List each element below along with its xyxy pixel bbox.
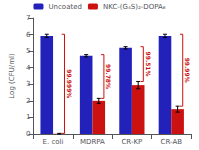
svg-text:6: 6 bbox=[26, 31, 31, 39]
svg-text:3: 3 bbox=[26, 80, 30, 88]
svg-text:99.78%: 99.78% bbox=[105, 64, 112, 89]
svg-text:CR-KP: CR-KP bbox=[121, 138, 142, 146]
svg-text:NKC-(G₄S)₂-DOPA₆: NKC-(G₄S)₂-DOPA₆ bbox=[103, 3, 166, 11]
svg-text:1: 1 bbox=[26, 113, 30, 121]
svg-text:99.51%: 99.51% bbox=[145, 52, 152, 77]
svg-text:Uncoated: Uncoated bbox=[48, 3, 81, 11]
svg-text:4: 4 bbox=[26, 64, 31, 72]
svg-text:MDRPA: MDRPA bbox=[80, 138, 105, 146]
svg-text:0: 0 bbox=[26, 130, 30, 138]
svg-text:7: 7 bbox=[26, 14, 30, 22]
svg-text:99.99%: 99.99% bbox=[184, 58, 191, 83]
svg-text:2: 2 bbox=[26, 97, 30, 105]
svg-text:Log (CFU/ml): Log (CFU/ml) bbox=[8, 53, 16, 99]
svg-text:CR-AB: CR-AB bbox=[161, 138, 183, 146]
svg-text:99.999%: 99.999% bbox=[66, 69, 73, 98]
svg-text:5: 5 bbox=[26, 47, 30, 55]
svg-text:E. coli: E. coli bbox=[43, 138, 64, 146]
